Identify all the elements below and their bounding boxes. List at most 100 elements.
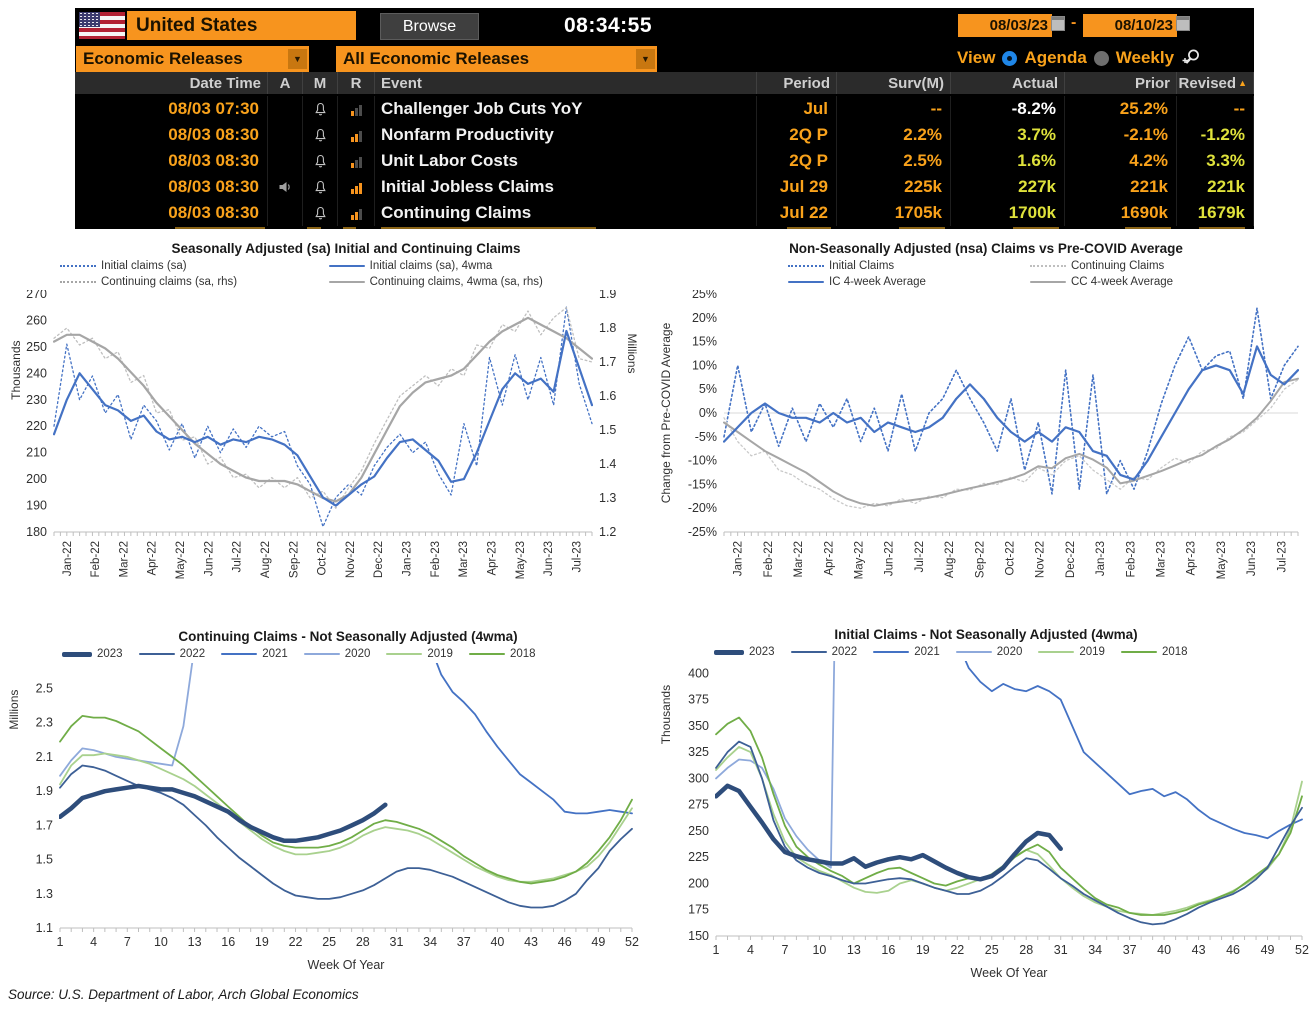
bloomberg-economic-releases-panel: United States Browse 08:34:55 08/03/23 -… <box>75 8 1254 229</box>
column-header-revised[interactable]: Revised ▲ <box>1177 72 1254 94</box>
bell-icon[interactable] <box>313 154 328 169</box>
svg-text:325: 325 <box>688 745 709 759</box>
legend-marker <box>386 652 423 656</box>
svg-text:49: 49 <box>591 935 605 949</box>
svg-text:May-23: May-23 <box>1216 541 1228 579</box>
legend-label: Continuing claims, 4wma (sa, rhs) <box>369 276 543 288</box>
svg-text:52: 52 <box>1295 943 1309 957</box>
svg-text:270: 270 <box>26 290 47 301</box>
column-header-surv-m-[interactable]: Surv(M) <box>837 72 951 94</box>
legend-item: Initial claims (sa) <box>60 258 329 274</box>
column-header-date-time[interactable]: Date Time <box>75 72 268 94</box>
release-row[interactable]: 08/03 08:30 Continuing Claims Jul 22 1705k 1… <box>75 200 1254 226</box>
series-cc-4-week-average <box>723 377 1299 507</box>
chevron-down-icon: ▼ <box>636 49 655 69</box>
speaker-icon <box>279 182 290 192</box>
agenda-radio[interactable] <box>1093 50 1109 66</box>
bell-icon[interactable] <box>313 128 328 143</box>
release-row[interactable]: 08/03 08:30 Unit Labor Costs 2Q P 2.5% 1.6% 4… <box>75 148 1254 174</box>
release-type-dropdown[interactable]: All Economic Releases ▼ <box>336 46 657 72</box>
view-label[interactable]: View <box>957 48 996 67</box>
svg-text:220: 220 <box>26 419 47 433</box>
legend-marker <box>303 652 340 656</box>
svg-text:-5%: -5% <box>695 430 717 444</box>
column-header-event[interactable]: Event <box>375 72 757 94</box>
release-row[interactable]: 08/03 08:30 Nonfarm Productivity 2Q P 2.2% 3… <box>75 122 1254 148</box>
series-2020 <box>715 661 836 869</box>
cell-survey: -- <box>837 96 951 122</box>
calendar-from-icon[interactable] <box>1051 16 1065 31</box>
svg-text:Dec-22: Dec-22 <box>1065 541 1077 578</box>
cell-prior: 25.2% <box>1065 96 1177 122</box>
svg-text:13: 13 <box>188 935 202 949</box>
svg-text:49: 49 <box>1261 943 1275 957</box>
cell-period: Jul 22 <box>757 200 837 226</box>
legend-marker <box>328 280 365 284</box>
legend-item: Continuing claims (sa, rhs) <box>60 274 329 290</box>
cell-actual: -8.2% <box>951 96 1065 122</box>
bell-icon[interactable] <box>313 180 328 195</box>
svg-text:Millions: Millions <box>625 333 638 373</box>
column-header-period[interactable]: Period <box>757 72 837 94</box>
browse-button[interactable]: Browse <box>380 13 479 40</box>
chart-legend: Initial Claims Continuing Claims IC 4-week… <box>658 258 1314 290</box>
category-dropdown[interactable]: Economic Releases ▼ <box>76 46 309 72</box>
svg-text:16: 16 <box>881 943 895 957</box>
svg-text:-20%: -20% <box>688 501 717 515</box>
bell-icon[interactable] <box>313 102 328 117</box>
zoom-search-icon[interactable] <box>1181 48 1201 68</box>
svg-text:Jul-22: Jul-22 <box>914 541 926 572</box>
view-radio-selected[interactable] <box>1002 50 1018 66</box>
svg-text:1.4: 1.4 <box>599 457 616 471</box>
legend-item: 2020 <box>955 644 1022 660</box>
weekly-label[interactable]: Weekly <box>1115 48 1175 67</box>
clock: 08:34:55 <box>563 13 653 37</box>
release-row[interactable]: 08/03 07:30 Challenger Job Cuts YoY Jul -- -… <box>75 96 1254 122</box>
bell-icon[interactable] <box>313 206 328 221</box>
chart-title: Seasonally Adjusted (sa) Initial and Con… <box>171 241 521 256</box>
cell-survey: 1705k <box>837 200 951 226</box>
release-type-dropdown-value: All Economic Releases <box>343 49 530 68</box>
date-from-input[interactable]: 08/03/23 <box>958 14 1052 37</box>
svg-text:46: 46 <box>558 935 572 949</box>
svg-text:200: 200 <box>688 876 709 890</box>
svg-text:210: 210 <box>26 446 47 460</box>
chart-svg: 180 190 200 210 220 230 240 250 260 270 Thousands 1… <box>9 287 639 579</box>
column-header-r[interactable]: R <box>338 72 375 94</box>
country-selector[interactable]: United States <box>127 11 356 40</box>
release-row[interactable]: 08/03 08:30 Initial Jobless Claims Jul 29 2… <box>75 174 1254 200</box>
column-header-a[interactable]: A <box>268 72 303 94</box>
svg-text:Nov-22: Nov-22 <box>1035 541 1047 578</box>
relevance-bars-icon <box>350 103 362 116</box>
series-2019 <box>59 752 633 883</box>
cell-survey: 2.5% <box>837 148 951 174</box>
cell-relevance <box>338 122 375 148</box>
svg-text:16: 16 <box>221 935 235 949</box>
date-range-separator: - <box>1071 14 1077 31</box>
cell-period: 2Q P <box>757 148 837 174</box>
svg-text:Jan-22: Jan-22 <box>733 541 745 576</box>
legend-item: 2022 <box>138 646 205 662</box>
series-2023 <box>59 783 388 844</box>
svg-text:4: 4 <box>90 935 97 949</box>
svg-text:225: 225 <box>688 850 709 864</box>
svg-text:250: 250 <box>688 824 709 838</box>
svg-text:May-22: May-22 <box>175 541 187 579</box>
agenda-label[interactable]: Agenda <box>1024 48 1087 67</box>
legend-marker <box>328 264 365 268</box>
column-header-prior[interactable]: Prior <box>1065 72 1177 94</box>
cell-date-time: 08/03 08:30 <box>75 174 268 200</box>
legend-label: 2021 <box>262 648 288 660</box>
cell-revised: 3.3% <box>1177 148 1254 174</box>
legend-marker <box>60 265 96 267</box>
column-header-actual[interactable]: Actual <box>951 72 1065 94</box>
legend-label: 2021 <box>914 646 940 658</box>
column-header-m[interactable]: M <box>303 72 338 94</box>
legend-label: IC 4-week Average <box>829 276 926 288</box>
calendar-to-icon[interactable] <box>1176 16 1190 31</box>
svg-text:260: 260 <box>26 313 47 327</box>
cell-actual: 1.6% <box>951 148 1065 174</box>
svg-text:25%: 25% <box>692 290 717 301</box>
legend-marker <box>714 649 744 655</box>
date-to-input[interactable]: 08/10/23 <box>1083 14 1177 37</box>
